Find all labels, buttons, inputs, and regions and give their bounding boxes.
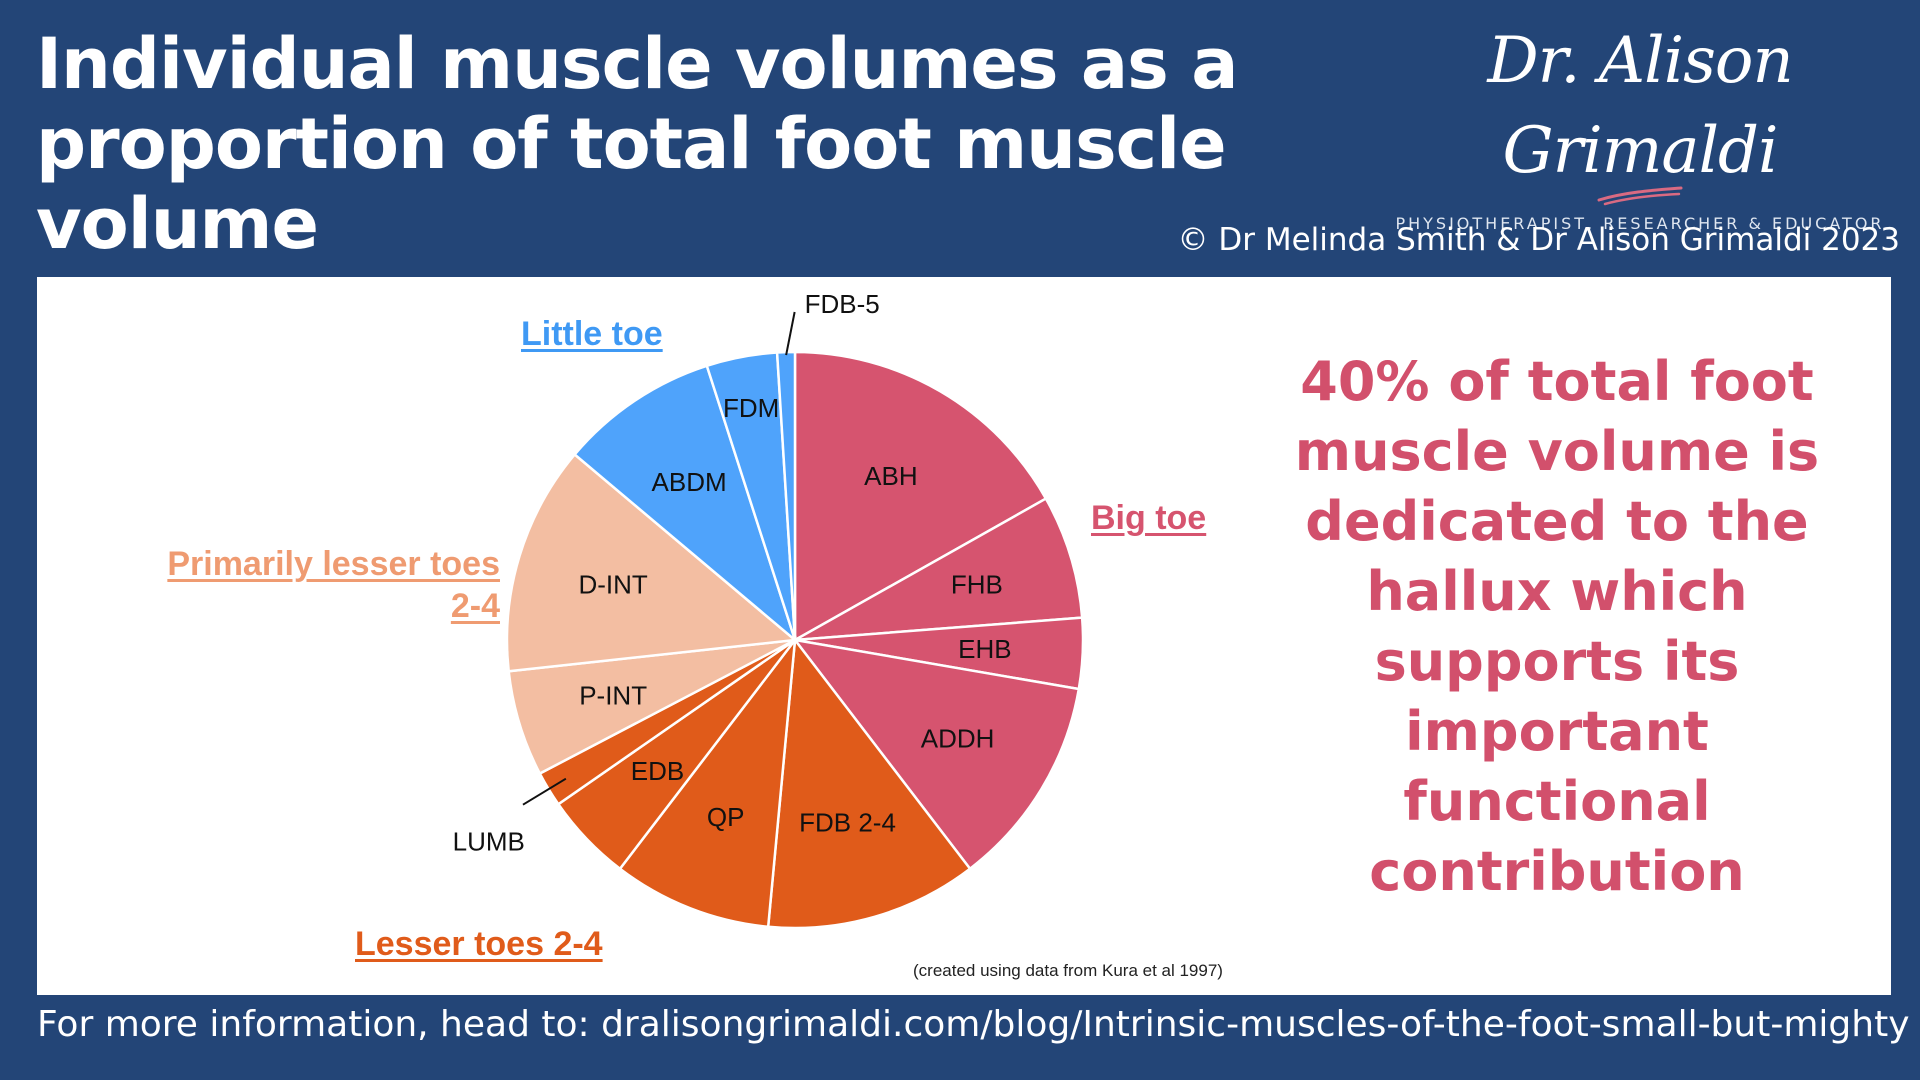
slice-label-abh: ABH xyxy=(864,461,917,491)
pie-slice-fhb xyxy=(794,496,1084,642)
pie-slice-abh xyxy=(793,350,1048,643)
slice-label-p-int: P-INT xyxy=(579,680,647,710)
slice-label-abdm: ABDM xyxy=(652,467,727,497)
callout-text: 40% of total foot muscle volume is dedic… xyxy=(1294,350,1820,903)
copyright-text: © Dr Melinda Smith & Dr Alison Grimaldi … xyxy=(1177,222,1900,258)
slice-label-ehb: EHB xyxy=(958,634,1011,664)
chart-source-note: (created using data from Kura et al 1997… xyxy=(913,961,1223,980)
content-panel: ABH FHB EHB ADDH FDB 2-4 QP EDB LUMB P-INT D-INT A… xyxy=(37,277,1891,995)
leader-line-fdb-5 xyxy=(785,311,796,356)
slice-label-addh: ADDH xyxy=(921,723,995,753)
pie-slice-fdb-2-4 xyxy=(766,636,972,930)
group-label-big-toe: Big toe xyxy=(1091,499,1207,537)
brand-tagline: PHYSIOTHERAPIST, RESEARCHER & EDUCATOR xyxy=(1395,214,1885,233)
chart-area: ABH FHB EHB ADDH FDB 2-4 QP EDB LUMB P-INT D-INT A… xyxy=(105,277,1285,995)
slice-label-qp: QP xyxy=(707,802,745,832)
slice-label-d-int: D-INT xyxy=(578,570,647,600)
pie-slice-addh xyxy=(792,638,1081,871)
brand-logo: Dr. Alison Grimaldi PHYSIOTHERAPIST, RES… xyxy=(1390,10,1890,233)
page-title: Individual muscle volumes as a proportio… xyxy=(36,23,1238,265)
slice-label-fdb-2-4: FDB 2-4 xyxy=(799,808,896,838)
group-label-lesser-toes: Lesser toes 2-4 xyxy=(355,925,603,963)
pie-slice-qp xyxy=(618,635,797,929)
slice-label-lumb: LUMB xyxy=(453,826,525,856)
brand-swash-icon xyxy=(1597,186,1683,206)
group-label-primarily-lesser: Primarily lesser toes 2-4 xyxy=(167,545,500,625)
slice-label-fhb: FHB xyxy=(951,570,1003,600)
slice-label-edb: EDB xyxy=(631,756,684,786)
pie-slice-d-int xyxy=(505,452,799,673)
group-label-little-toe: Little toe xyxy=(521,315,663,353)
leader-line-lumb xyxy=(522,777,567,806)
slice-label-fdm: FDM xyxy=(723,393,779,423)
pie-slice-abdm xyxy=(572,364,798,644)
pie-chart: ABH FHB EHB ADDH FDB 2-4 QP EDB LUMB P-INT D-INT A… xyxy=(453,289,1085,930)
footer-link-text: For more information, head to: dralisong… xyxy=(37,1004,1910,1045)
slice-label-fdb-5: FDB-5 xyxy=(805,289,880,319)
brand-name: Dr. Alison Grimaldi xyxy=(1487,24,1793,188)
